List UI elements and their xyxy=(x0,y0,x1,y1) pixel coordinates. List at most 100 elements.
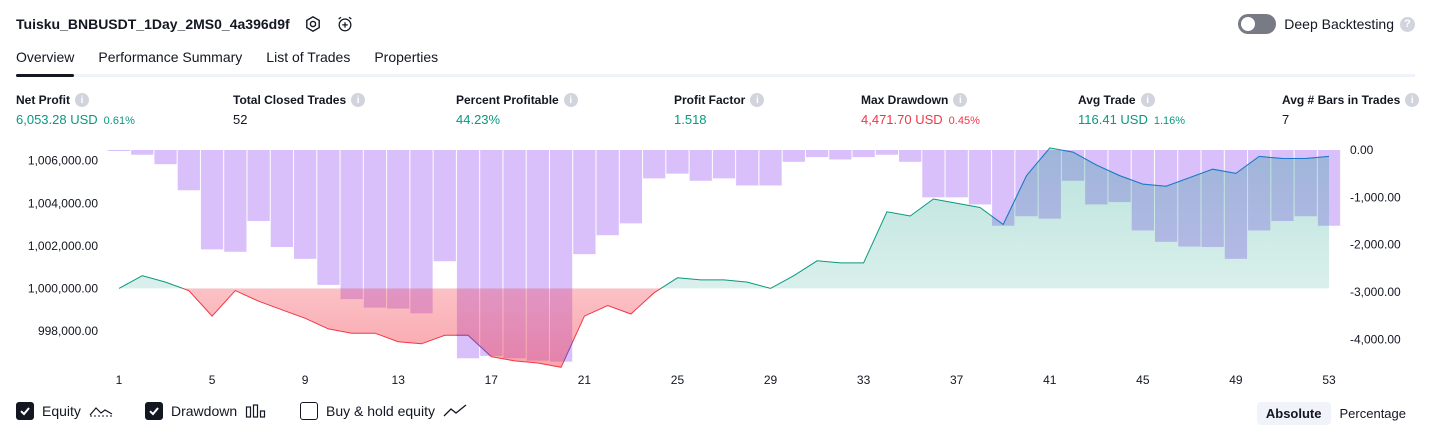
info-icon[interactable]: i xyxy=(1405,93,1420,107)
drawdown-bar xyxy=(782,150,805,162)
help-icon[interactable]: ? xyxy=(1400,16,1415,32)
drawdown-bar xyxy=(107,150,131,151)
percentage-button[interactable]: Percentage xyxy=(1339,406,1407,421)
metric-label: Total Closed Trades i xyxy=(233,93,366,107)
x-tick-label: 33 xyxy=(857,373,871,385)
metric-profit-factor: Profit Factor i 1.518 xyxy=(674,93,765,127)
drawdown-bar xyxy=(712,150,736,179)
metric-label: Avg Trade i xyxy=(1078,93,1185,107)
x-tick-label: 9 xyxy=(302,373,309,385)
scale-mode-switch: Absolute Percentage xyxy=(1256,402,1415,425)
left-axis: 1,006,000.00 1,004,000.00 1,002,000.00 1,00… xyxy=(28,154,98,338)
metric-value: 1.518 xyxy=(674,112,764,127)
tab-properties[interactable]: Properties xyxy=(374,49,439,65)
drawdown-bar xyxy=(805,150,829,158)
y-right-tick-label: -4,000.00 xyxy=(1350,332,1401,346)
equity-loss-area xyxy=(182,288,661,368)
drawdown-bar xyxy=(340,150,363,300)
drawdown-bar xyxy=(759,150,782,186)
drawdown-bar xyxy=(410,150,433,314)
metric-label: Avg # Bars in Trades i xyxy=(1282,93,1420,107)
drawdown-bar xyxy=(387,150,410,309)
metric-label-text: Max Drawdown xyxy=(861,93,949,107)
drawdown-bar xyxy=(433,150,456,262)
drawdown-bar xyxy=(596,150,619,236)
info-icon[interactable]: i xyxy=(75,93,89,107)
strategy-title: Tuisku_BNBUSDT_1Day_2MS0_4a396d9f xyxy=(16,16,290,32)
info-icon[interactable]: i xyxy=(750,93,765,107)
buy-hold-equity-label: Buy & hold equity xyxy=(326,403,435,419)
chart-legend: Equity Drawdown Buy & hold equity Absolu… xyxy=(16,402,1415,426)
equity-chart[interactable]: 1,006,000.00 1,004,000.00 1,002,000.00 1,00… xyxy=(0,140,1431,385)
y-right-tick-label: -2,000.00 xyxy=(1350,238,1401,252)
tab-bar: Overview Performance Summary List of Tra… xyxy=(16,46,1415,77)
drawdown-bar xyxy=(992,150,1015,226)
alarm-clock-add-icon[interactable] xyxy=(336,15,354,33)
y-right-tick-label: 0.00 xyxy=(1350,143,1374,157)
drawdown-bar xyxy=(363,150,387,308)
drawdown-bar xyxy=(736,150,759,186)
drawdown-bar xyxy=(829,150,852,160)
metric-value-text: 1.518 xyxy=(674,112,707,127)
metric-label-text: Avg # Bars in Trades xyxy=(1282,93,1401,107)
tab-list-of-trades[interactable]: List of Trades xyxy=(266,49,351,65)
metric-max-drawdown: Max Drawdown i 4,471.70 USD 0.45% xyxy=(861,93,980,127)
metric-value: 116.41 USD 1.16% xyxy=(1078,112,1185,127)
y-right-tick-label: -1,000.00 xyxy=(1350,190,1401,204)
x-tick-label: 5 xyxy=(209,373,216,385)
gear-icon[interactable] xyxy=(304,15,322,33)
tab-overview[interactable]: Overview xyxy=(16,46,75,77)
absolute-button[interactable]: Absolute xyxy=(1256,402,1331,425)
metric-value-text: 44.23% xyxy=(456,112,501,127)
drawdown-bar xyxy=(294,150,317,259)
metric-percent: 0.61% xyxy=(103,115,135,127)
metric-net-profit: Net Profit i 6,053.28 USD 0.61% xyxy=(16,93,135,127)
info-icon[interactable]: i xyxy=(351,93,366,107)
metric-label-text: Avg Trade xyxy=(1078,93,1136,107)
metric-value-text: 7 xyxy=(1282,112,1290,127)
metric-value: 44.23% xyxy=(456,112,578,127)
x-tick-label: 21 xyxy=(578,373,592,385)
info-icon[interactable]: i xyxy=(1140,93,1155,107)
metric-percent-profitable: Percent Profitable i 44.23% xyxy=(456,93,578,127)
drawdown-bar xyxy=(922,150,945,198)
checkbox-checked-icon xyxy=(16,402,34,420)
tab-performance-summary[interactable]: Performance Summary xyxy=(98,49,243,65)
metric-value: 52 xyxy=(233,112,365,127)
drawdown-bar xyxy=(200,150,224,250)
right-axis: 0.00 -1,000.00 -2,000.00 -3,000.00 -4,000.00 xyxy=(1350,143,1401,346)
metric-label-text: Total Closed Trades xyxy=(233,93,347,107)
equity-checkbox[interactable]: Equity xyxy=(16,402,113,420)
metric-label: Percent Profitable i xyxy=(456,93,578,107)
metric-label-text: Net Profit xyxy=(16,93,70,107)
x-axis: 1 5 9 13 17 21 25 29 33 37 41 45 49 53 xyxy=(116,373,1336,385)
checkbox-checked-icon xyxy=(145,402,163,420)
drawdown-bar xyxy=(247,150,270,221)
y-right-tick-label: -3,000.00 xyxy=(1350,285,1401,299)
drawdown-bar xyxy=(689,150,712,181)
metric-value: 4,471.70 USD 0.45% xyxy=(861,112,980,127)
y-left-tick-label: 1,000,000.00 xyxy=(28,281,98,295)
x-tick-label: 49 xyxy=(1229,373,1243,385)
metric-avg-trade: Avg Trade i 116.41 USD 1.16% xyxy=(1078,93,1185,127)
buy-hold-equity-checkbox[interactable]: Buy & hold equity xyxy=(300,402,467,420)
y-left-tick-label: 1,002,000.00 xyxy=(28,239,98,253)
drawdown-bar xyxy=(945,150,968,198)
metric-value-text: 116.41 USD xyxy=(1078,112,1148,127)
drawdown-checkbox[interactable]: Drawdown xyxy=(145,402,267,420)
drawdown-bar xyxy=(666,150,689,174)
metric-label-text: Percent Profitable xyxy=(456,93,559,107)
y-left-tick-label: 998,000.00 xyxy=(38,324,98,338)
drawdown-label: Drawdown xyxy=(171,403,238,419)
deep-backtesting-toggle[interactable] xyxy=(1238,14,1277,34)
info-icon[interactable]: i xyxy=(563,93,578,107)
bar-chart-icon xyxy=(245,404,267,418)
y-left-tick-label: 1,004,000.00 xyxy=(28,196,98,210)
metric-value: 6,053.28 USD 0.61% xyxy=(16,112,135,127)
x-tick-label: 37 xyxy=(950,373,964,385)
trend-line-icon xyxy=(443,404,467,418)
strategy-header: Tuisku_BNBUSDT_1Day_2MS0_4a396d9f xyxy=(16,12,354,36)
equity-label: Equity xyxy=(42,403,81,419)
metric-total-closed-trades: Total Closed Trades i 52 xyxy=(233,93,366,127)
info-icon[interactable]: i xyxy=(953,93,968,107)
